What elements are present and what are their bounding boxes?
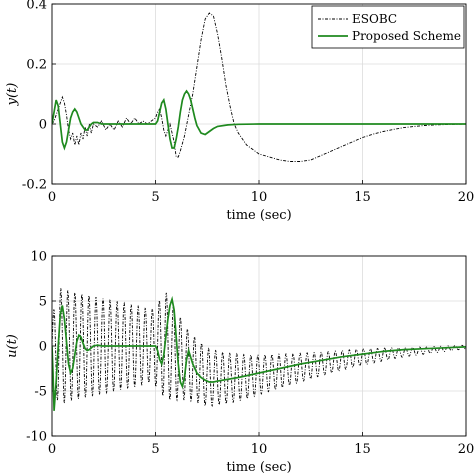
y-tick-label: -10 [26, 430, 47, 445]
x-tick-label: 0 [48, 190, 56, 205]
series-line-esobc [52, 288, 466, 407]
y-tick-label: 0 [39, 340, 47, 355]
series-line-esobc [52, 12, 466, 162]
x-axis-label: time (sec) [226, 208, 291, 223]
y-tick-label: -0.2 [22, 178, 47, 193]
x-tick-label: 20 [458, 190, 474, 205]
x-axis-label: time (sec) [226, 460, 291, 474]
y-tick-label: 0.4 [26, 0, 47, 13]
y-tick-label: 10 [30, 250, 47, 265]
panel-2: 0 5 10 15 20 -10 -5 0 5 10 time (sec) u(t) [5, 250, 474, 474]
legend-box [311, 5, 465, 49]
y-tick-label: 5 [39, 295, 47, 310]
x-tick-label: 5 [151, 442, 159, 457]
x-tick-label: 15 [354, 190, 371, 205]
y-axis-label: y(t) [5, 83, 20, 107]
y-axis-label: u(t) [5, 334, 20, 358]
legend-label: ESOBC [352, 12, 397, 26]
x-tick-label: 20 [458, 442, 474, 457]
series-line-proposed-scheme [52, 89, 466, 151]
series-line-proposed-scheme [52, 295, 466, 411]
y-tick-label: -5 [34, 385, 47, 400]
axes-frame [51, 255, 467, 437]
legend-label: Proposed Scheme [352, 29, 461, 43]
y-tick-label: 0.2 [26, 58, 47, 73]
x-tick-label: 0 [48, 442, 56, 457]
axes-frame [51, 3, 467, 185]
x-tick-label: 10 [251, 190, 268, 205]
x-tick-label: 10 [251, 442, 268, 457]
x-tick-label: 15 [354, 442, 371, 457]
x-tick-label: 5 [151, 190, 159, 205]
legend: ESOBC Proposed Scheme [311, 5, 465, 49]
y-tick-label: 0 [39, 118, 47, 133]
